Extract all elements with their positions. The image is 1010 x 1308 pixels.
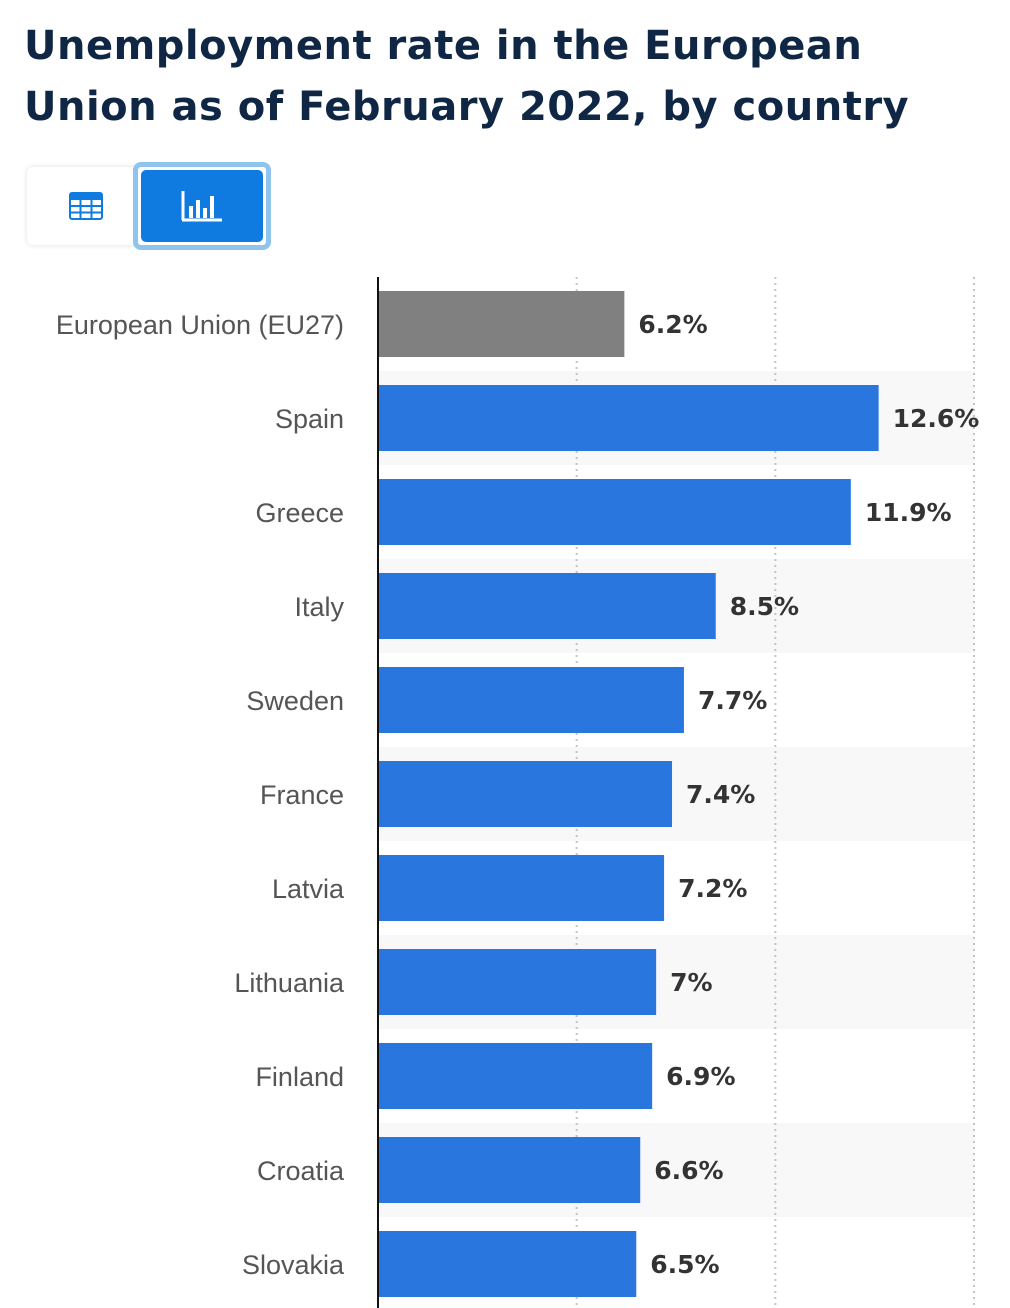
bar-spain[interactable] bbox=[378, 385, 879, 451]
bar-finland[interactable] bbox=[378, 1043, 653, 1109]
bar-greece[interactable] bbox=[378, 479, 851, 545]
bar-sweden[interactable] bbox=[378, 667, 684, 733]
value-label-slovakia: 6.5% bbox=[650, 1250, 719, 1279]
category-label-sweden: Sweden bbox=[246, 686, 344, 716]
category-label-lithuania: Lithuania bbox=[234, 968, 345, 998]
table-view-button[interactable] bbox=[27, 167, 145, 245]
table-icon bbox=[69, 192, 103, 220]
category-label-italy: Italy bbox=[294, 592, 344, 622]
bar-latvia[interactable] bbox=[378, 855, 665, 921]
value-label-lithuania: 7% bbox=[670, 968, 712, 997]
category-labels: European Union (EU27) Spain Greece Italy Swe… bbox=[56, 310, 345, 1280]
value-label-greece: 11.9% bbox=[865, 498, 952, 527]
category-label-spain: Spain bbox=[275, 404, 344, 434]
category-label-finland: Finland bbox=[255, 1062, 344, 1092]
category-label-european-union-eu27: European Union (EU27) bbox=[56, 310, 344, 340]
category-label-france: France bbox=[260, 780, 344, 810]
category-label-greece: Greece bbox=[255, 498, 344, 528]
value-label-european-union-eu27: 6.2% bbox=[638, 310, 707, 339]
value-label-latvia: 7.2% bbox=[678, 874, 747, 903]
value-label-spain: 12.6% bbox=[893, 404, 980, 433]
chart-title: Unemployment rate in the European Union … bbox=[24, 23, 910, 130]
category-label-croatia: Croatia bbox=[257, 1156, 345, 1186]
bar-croatia[interactable] bbox=[378, 1137, 641, 1203]
value-label-france: 7.4% bbox=[686, 780, 755, 809]
category-label-latvia: Latvia bbox=[272, 874, 345, 904]
bar-italy[interactable] bbox=[378, 573, 716, 639]
value-label-croatia: 6.6% bbox=[654, 1156, 723, 1185]
bar-european-union-eu27[interactable] bbox=[378, 291, 625, 357]
value-labels: 6.2% 12.6% 11.9% 8.5% 7.7% 7.4% 7.2% 7% 6.9% 6.6%… bbox=[638, 310, 979, 1279]
bar-chart-icon bbox=[181, 191, 222, 222]
bar-lithuania[interactable] bbox=[378, 949, 657, 1015]
bar-france[interactable] bbox=[378, 761, 673, 827]
bar-slovakia[interactable] bbox=[378, 1231, 637, 1297]
value-label-finland: 6.9% bbox=[666, 1062, 735, 1091]
gridlines bbox=[575, 277, 975, 1308]
value-label-sweden: 7.7% bbox=[698, 686, 767, 715]
bars bbox=[378, 291, 879, 1297]
value-label-italy: 8.5% bbox=[730, 592, 799, 621]
chart-view-button[interactable] bbox=[133, 162, 271, 250]
category-label-slovakia: Slovakia bbox=[242, 1250, 345, 1280]
